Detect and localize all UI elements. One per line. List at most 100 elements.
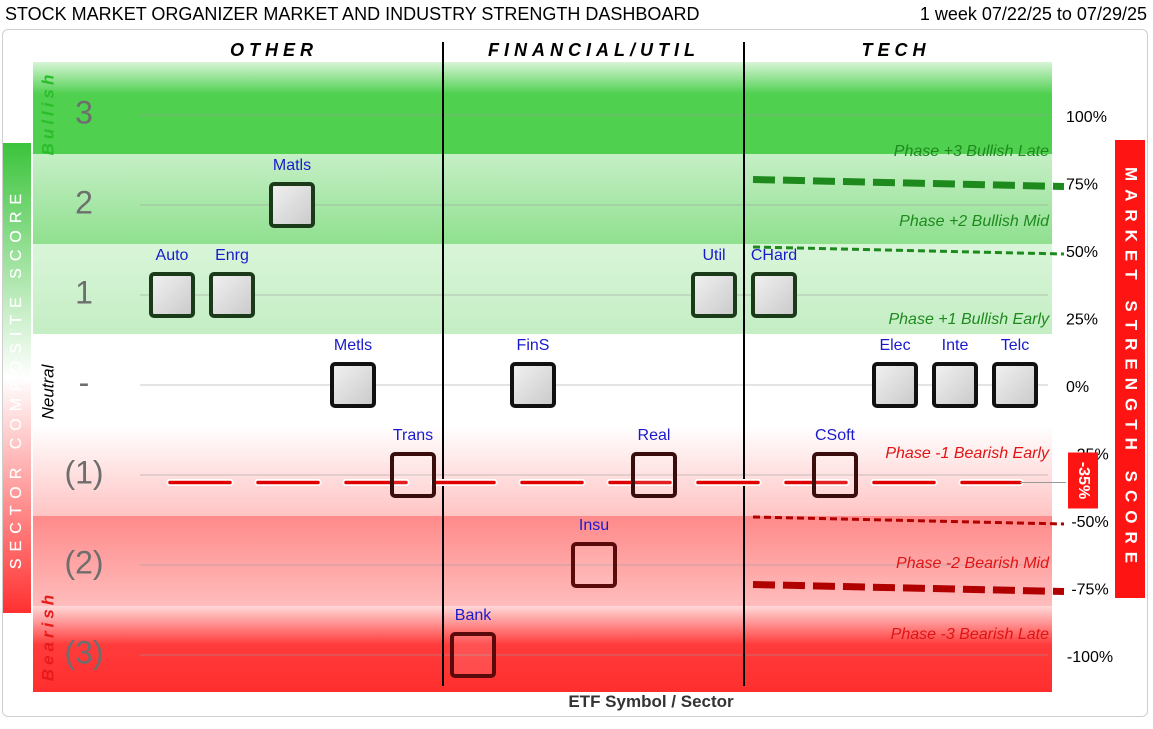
band-bullish-1 [33,244,1052,334]
point-label: Util [702,247,725,264]
point-auto: Auto [149,247,195,318]
point-elec: Elec [872,337,918,408]
market-score-badge [1068,452,1098,509]
point-marker [631,452,677,498]
point-marker [209,272,255,318]
band-bearish-3 [33,606,1052,692]
phase-label: Phase +3 Bullish Late [894,143,1049,160]
phase-label: Phase -1 Bearish Early [885,445,1050,462]
left-axis-bar [3,143,31,613]
left-tick-label: 3 [75,94,93,130]
point-marker [992,362,1038,408]
market-score-line: -35% [166,452,1098,509]
market-score-label: -35% [1075,462,1092,499]
point-marker [812,452,858,498]
right-axis-title: MARKET STRENGTH SCORE [1122,167,1141,571]
zone-label-bullish: Bullish [38,71,57,156]
point-marker [149,272,195,318]
right-axis-bar [1115,140,1145,598]
left-tick-label: 1 [75,274,93,310]
point-trans: Trans [390,427,436,498]
point-label: Insu [579,517,609,534]
point-fins: FinS [510,337,556,408]
score-bands [33,62,1052,692]
point-metls: Metls [330,337,376,408]
band-bearish-1 [33,426,1052,516]
point-marker [390,452,436,498]
page-title: STOCK MARKET ORGANIZER MARKET AND INDUST… [5,4,700,24]
band-bullish-2 [33,154,1052,244]
sector-group-titles: OTHER FINANCIAL/UTIL TECH [230,40,931,60]
point-label: Enrg [215,247,249,264]
point-label: CHard [751,247,797,264]
group-title-tech: TECH [862,40,931,60]
point-bank: Bank [450,607,496,678]
left-tick-label: - [79,364,90,400]
zone-label-bearish: Bearish [38,591,57,681]
point-label: Matls [273,157,311,174]
left-tick-label: (3) [64,634,103,670]
point-label: Telc [1001,337,1029,354]
phase-threshold-line [752,515,1065,526]
point-inte: Inte [932,337,978,408]
band-bearish-2 [33,516,1052,606]
phase-labels: Phase +3 Bullish Late Phase +2 Bullish Mi… [885,143,1050,643]
phase-threshold-line [752,176,1065,190]
point-label: Bank [455,607,492,624]
phase-threshold-line [752,581,1065,595]
point-matls: Matls [269,157,315,228]
right-tick-label: 25% [1066,312,1098,329]
left-axis-title: SECTOR COMPOSITE SCORE [8,187,25,569]
point-label: FinS [517,337,550,354]
left-axis-ticks: 3 2 1 - (1) (2) (3) [64,94,103,670]
point-marker [751,272,797,318]
point-marker [450,632,496,678]
right-tick-label: 0% [1066,379,1089,396]
period-label: 1 week 07/22/25 to 07/29/25 [919,4,1147,24]
right-tick-label: 50% [1066,244,1098,261]
right-tick-label: 75% [1066,177,1098,194]
right-tick-label: -75% [1071,582,1108,599]
point-marker [330,362,376,408]
point-label: Elec [879,337,910,354]
point-util: Util [691,247,737,318]
point-label: Real [638,427,671,444]
left-tick-label: (2) [64,544,103,580]
point-csoft: CSoft [812,427,858,498]
point-marker [269,182,315,228]
group-title-other: OTHER [230,40,318,60]
point-label: Trans [393,427,433,444]
x-axis-label: ETF Symbol / Sector [568,692,734,711]
sector-points: Matls Auto Enrg Metls Trans Bank FinS Insu Real U… [149,157,1038,678]
point-marker [571,542,617,588]
point-label: Auto [156,247,189,264]
right-axis-ticks: 100%75%50%25%0%-25%-50%-75%-100% [1066,109,1113,666]
point-label: Inte [942,337,969,354]
point-marker [510,362,556,408]
point-label: Metls [334,337,372,354]
point-label: CSoft [815,427,856,444]
point-real: Real [631,427,677,498]
zone-label-neutral: Neutral [38,363,57,419]
phase-label: Phase -3 Bearish Late [891,626,1049,643]
phase-threshold-line [752,245,1065,256]
left-tick-label: 2 [75,184,93,220]
phase-label: Phase -2 Bearish Mid [896,555,1050,572]
point-insu: Insu [571,517,617,588]
group-title-financial-util: FINANCIAL/UTIL [488,40,700,60]
point-enrg: Enrg [209,247,255,318]
right-tick-label: -50% [1071,514,1108,531]
phase-label: Phase +1 Bullish Early [888,311,1050,328]
right-tick-label: -100% [1067,649,1113,666]
phase-lines [752,176,1065,595]
point-telc: Telc [992,337,1038,408]
point-marker [691,272,737,318]
point-chard: CHard [751,247,797,318]
chart-frame [2,29,1148,717]
left-tick-label: (1) [64,454,103,490]
point-marker [872,362,918,408]
right-tick-label: 100% [1066,109,1107,126]
phase-label: Phase +2 Bullish Mid [899,213,1050,230]
band-bullish-3 [33,62,1052,154]
